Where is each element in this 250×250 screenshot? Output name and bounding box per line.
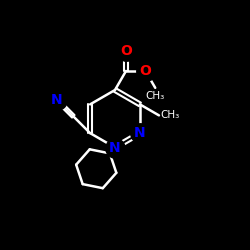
Text: N: N (109, 140, 121, 154)
Text: CH₃: CH₃ (146, 91, 165, 101)
Text: O: O (140, 64, 151, 78)
Text: O: O (120, 44, 132, 59)
Text: N: N (134, 126, 146, 140)
Text: N: N (51, 92, 62, 106)
Text: CH₃: CH₃ (160, 110, 180, 120)
